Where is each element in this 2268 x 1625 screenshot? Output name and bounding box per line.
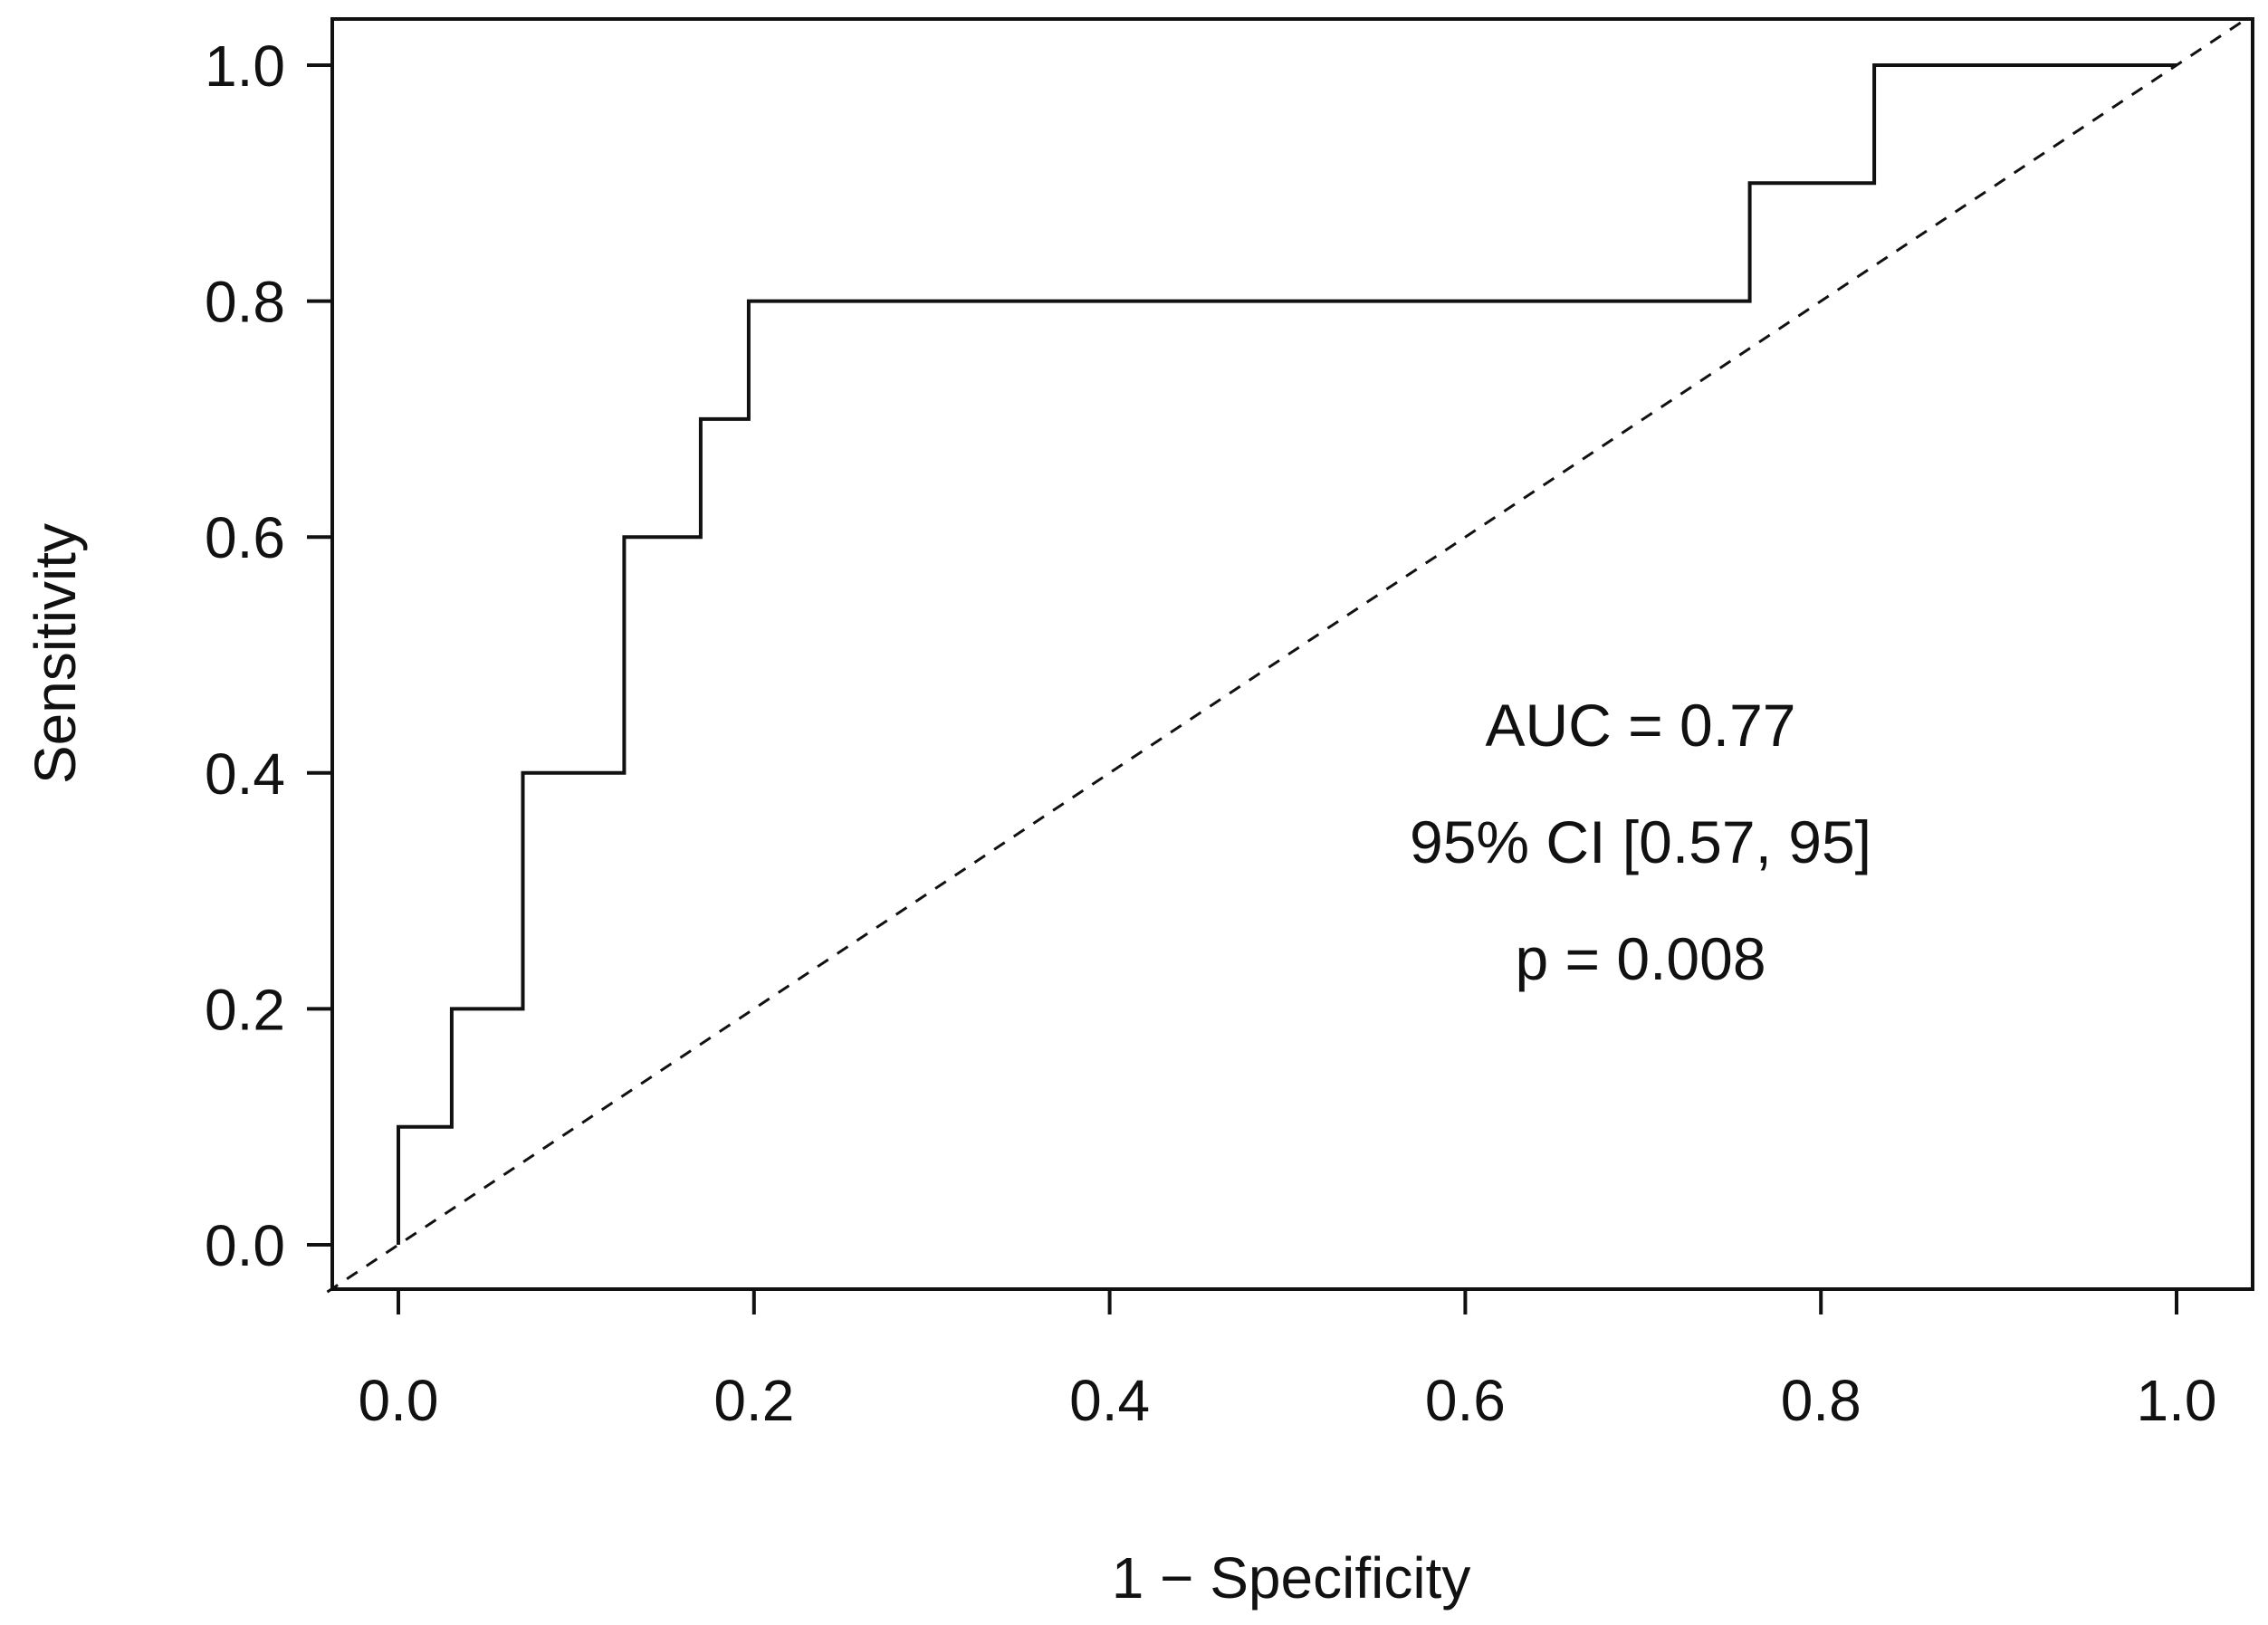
roc-curve-line bbox=[397, 63, 2177, 1245]
y-tick-label: 0.0 bbox=[205, 1213, 285, 1278]
x-tick-label: 0.2 bbox=[713, 1368, 794, 1433]
y-tick-label: 0.8 bbox=[205, 270, 285, 335]
y-tick-label: 0.6 bbox=[205, 505, 285, 570]
x-axis-title: 1 − Specificity bbox=[1112, 1545, 1471, 1611]
x-axis: 0.0 0.2 0.4 0.6 0.8 1.0 bbox=[359, 1289, 2217, 1433]
x-tick-label: 0.4 bbox=[1069, 1368, 1150, 1433]
plot-frame bbox=[330, 17, 2254, 1291]
y-tick-label: 1.0 bbox=[205, 33, 285, 99]
y-tick-label: 0.4 bbox=[205, 741, 285, 807]
y-axis: 0.0 0.2 0.4 0.6 0.8 1.0 bbox=[205, 33, 332, 1278]
y-tick-label: 0.2 bbox=[205, 977, 285, 1042]
x-tick-label: 0.0 bbox=[359, 1368, 439, 1433]
y-axis-title: Sensitivity bbox=[23, 523, 88, 784]
x-tick-label: 1.0 bbox=[2137, 1368, 2217, 1433]
x-tick-label: 0.8 bbox=[1781, 1368, 1861, 1433]
reference-diagonal-line bbox=[326, 16, 2249, 1294]
x-tick-label: 0.6 bbox=[1425, 1368, 1506, 1433]
auc-annotation: AUC = 0.77 bbox=[1485, 692, 1795, 759]
ci-annotation: 95% CI [0.57, 95] bbox=[1410, 808, 1871, 875]
p-value-annotation: p = 0.008 bbox=[1515, 925, 1766, 992]
